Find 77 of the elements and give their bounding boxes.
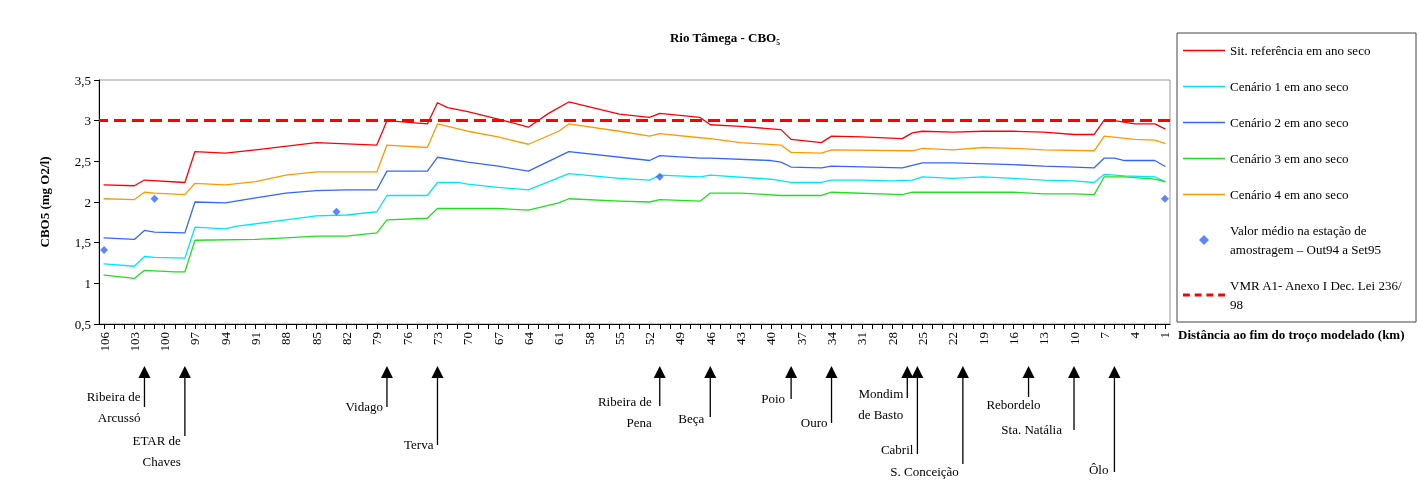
legend-label: VMR A1- Anexo I Dec. Lei 236/98 bbox=[1230, 278, 1402, 312]
x-tick-label: 82 bbox=[339, 332, 355, 345]
y-tick-label: 3 bbox=[84, 113, 91, 129]
text: Ribeira de Pena bbox=[597, 393, 652, 430]
x-tick-label: 49 bbox=[672, 332, 688, 345]
x-tick-label: 79 bbox=[369, 332, 385, 345]
text: Cabril bbox=[880, 442, 914, 457]
point bbox=[332, 207, 341, 216]
point bbox=[1160, 194, 1169, 203]
text: Vidago bbox=[345, 399, 383, 414]
x-tick-label: 97 bbox=[187, 331, 203, 345]
x-tick-label: 4 bbox=[1127, 331, 1143, 339]
line-series bbox=[103, 172, 1166, 267]
y-tick-label: 1,5 bbox=[74, 235, 91, 251]
line-series bbox=[103, 123, 1166, 201]
x-tick-label: 31 bbox=[854, 332, 870, 345]
x-tick-label: 19 bbox=[975, 332, 991, 345]
x-tick-label: 103 bbox=[126, 332, 142, 352]
line-series bbox=[103, 176, 1166, 280]
text: Mondim de Basto bbox=[858, 385, 904, 422]
chart-title: Rio Tâmega - CBO₅ bbox=[669, 30, 781, 45]
text: Poio bbox=[761, 391, 786, 406]
x-tick-label: 100 bbox=[157, 332, 173, 352]
x-tick-label: 7 bbox=[1096, 331, 1112, 339]
legend-label: Valor médio na estação de amostragem – Out94 a Set95 bbox=[1230, 223, 1381, 257]
y-axis-title: CBO5 (mg O2/l) bbox=[37, 156, 52, 248]
x-tick-label: 13 bbox=[1036, 332, 1052, 345]
x-tick-label: 43 bbox=[733, 332, 749, 345]
point bbox=[655, 172, 664, 181]
x-tick-label: 1 bbox=[1157, 332, 1173, 339]
x-tick-label: 58 bbox=[581, 332, 597, 345]
x-axis-title: Distância ao fim do troço modelado (km) bbox=[1178, 326, 1405, 342]
legend-label: Cenário 2 em ano seco bbox=[1230, 115, 1349, 130]
x-tick-label: 88 bbox=[278, 332, 294, 345]
legend-label: Cenário 1 em ano seco bbox=[1230, 79, 1349, 94]
x-tick-label: 52 bbox=[642, 332, 658, 345]
x-tick-label: 55 bbox=[611, 332, 627, 345]
line-series bbox=[103, 150, 1166, 241]
y-tick-label: 2,5 bbox=[74, 153, 91, 169]
x-tick-label: 28 bbox=[884, 332, 900, 345]
y-tick-label: 0,5 bbox=[74, 316, 91, 332]
line-series bbox=[103, 101, 1166, 187]
x-tick-label: 61 bbox=[551, 332, 567, 345]
text: Ribeira de Arcussó bbox=[86, 388, 141, 425]
point bbox=[150, 194, 159, 203]
x-tick-label: 91 bbox=[248, 332, 264, 345]
x-tick-label: 16 bbox=[1005, 331, 1021, 345]
x-tick-label: 46 bbox=[702, 331, 718, 345]
y-tick-label: 2 bbox=[84, 194, 91, 210]
text: Ouro bbox=[800, 415, 828, 430]
text: Sta. Natália bbox=[1001, 422, 1063, 437]
x-tick-label: 67 bbox=[490, 331, 506, 345]
y-tick-label: 1 bbox=[84, 275, 91, 291]
x-tick-label: 64 bbox=[520, 331, 536, 345]
x-tick-label: 37 bbox=[793, 331, 809, 345]
x-tick-label: 22 bbox=[945, 332, 961, 345]
x-tick-label: 34 bbox=[824, 331, 840, 345]
x-tick-label: 10 bbox=[1066, 332, 1082, 345]
x-tick-label: 73 bbox=[429, 332, 445, 345]
x-tick-label: 85 bbox=[308, 332, 324, 345]
text: Beça bbox=[678, 411, 705, 426]
x-tick-label: 76 bbox=[399, 331, 415, 345]
text: Ôlo bbox=[1088, 462, 1109, 477]
legend-label: Sit. referência em ano seco bbox=[1230, 43, 1371, 58]
x-tick-label: 40 bbox=[763, 332, 779, 345]
text: ETAR de Chaves bbox=[132, 432, 182, 469]
text: Rebordelo bbox=[986, 397, 1041, 412]
legend-label: Cenário 3 em ano seco bbox=[1230, 151, 1349, 166]
text: S. Conceição bbox=[890, 464, 959, 479]
text: Terva bbox=[404, 437, 434, 452]
x-tick-label: 70 bbox=[460, 332, 476, 345]
y-tick-label: 3,5 bbox=[74, 72, 91, 88]
x-tick-label: 106 bbox=[96, 331, 112, 352]
x-tick-label: 25 bbox=[914, 332, 930, 345]
legend-label: Cenário 4 em ano seco bbox=[1230, 187, 1349, 202]
x-tick-label: 94 bbox=[217, 331, 233, 345]
point bbox=[100, 245, 109, 254]
